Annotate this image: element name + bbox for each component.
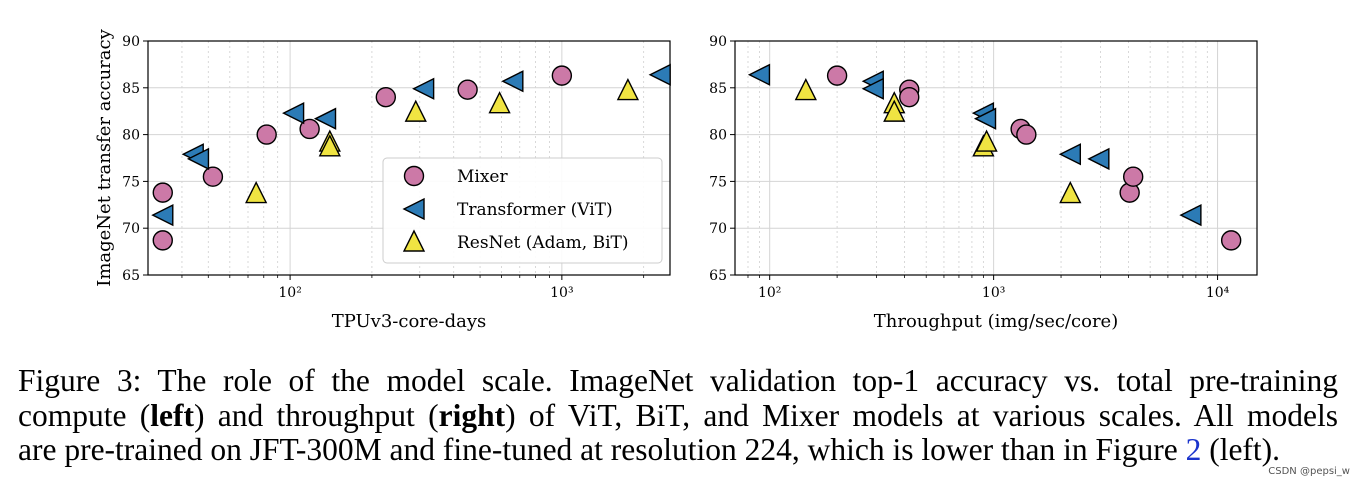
- caption-line-3: are pre-trained on JFT-300M and fine-tun…: [18, 432, 1338, 468]
- x-tick-label: 10³: [982, 285, 1005, 301]
- data-point-circle: [299, 118, 320, 140]
- x-axis-label: TPUv3-core-days: [332, 311, 487, 332]
- y-tick-label: 65: [709, 268, 727, 284]
- y-tick-label: 75: [709, 174, 727, 190]
- caption-bold-right: right: [438, 397, 506, 433]
- legend-label: Transformer (ViT): [457, 200, 613, 220]
- data-point-circle: [152, 230, 173, 251]
- data-point-triangle-up: [975, 129, 998, 152]
- data-point-circle: [457, 79, 478, 100]
- caption-line-1: Figure 3: The role of the model scale. I…: [18, 363, 1338, 398]
- data-point-triangle-left: [501, 70, 524, 93]
- data-point-triangle-left: [186, 147, 210, 171]
- data-point-triangle-up: [245, 181, 268, 204]
- y-tick-label: 85: [122, 81, 140, 97]
- data-point-circle: [256, 124, 277, 145]
- data-point-circle: [1220, 230, 1242, 251]
- data-point-triangle-left: [973, 107, 997, 130]
- data-point-triangle-up: [404, 99, 427, 122]
- legend: Mixer Transformer (ViT) ResNet (Adam, BiT): [382, 157, 663, 264]
- y-tick-label: 80: [122, 128, 140, 144]
- y-tick-label: 90: [709, 34, 727, 50]
- data-point-triangle-left: [747, 63, 771, 86]
- y-tick-label: 70: [709, 221, 727, 237]
- y-tick-label: 65: [122, 268, 140, 284]
- data-point-triangle-left: [282, 101, 305, 125]
- caption-text: compute (: [18, 397, 151, 433]
- data-point-triangle-left: [861, 77, 884, 100]
- data-point-circle: [152, 182, 173, 203]
- data-point-triangle-up: [318, 134, 341, 157]
- caption-text: ) of ViT, BiT, and Mixer models at vario…: [505, 397, 1338, 433]
- data-point-circle: [899, 86, 920, 108]
- y-tick-label: 70: [122, 221, 140, 237]
- x-tick-label: 10³: [550, 285, 573, 301]
- x-tick-label: 10⁴: [1206, 285, 1230, 301]
- data-point-circle: [375, 86, 397, 108]
- left-chart: 65 70 75 80 85 90 10² 10³ TPUv3-core-days ImageNe…: [94, 28, 671, 332]
- figure-caption: Figure 3: The role of the model scale. I…: [18, 363, 1338, 468]
- legend-label: ResNet (Adam, BiT): [457, 233, 629, 253]
- figure-2-link[interactable]: 2: [1185, 432, 1202, 467]
- data-point-circle: [551, 65, 573, 86]
- data-point-triangle-up: [488, 91, 511, 114]
- y-tick-label: 75: [122, 174, 140, 190]
- y-axis-label: ImageNet transfer accuracy: [94, 28, 115, 286]
- data-point-triangle-left: [648, 63, 671, 86]
- data-point-triangle-up: [1059, 181, 1082, 204]
- plot-frame: [734, 40, 1258, 276]
- y-tick-label: 80: [709, 128, 727, 144]
- data-point-triangle-left: [1087, 147, 1110, 171]
- figure-3-charts: 65 70 75 80 85 90 10² 10³ TPUv3-core-days ImageNe…: [94, 28, 1258, 332]
- data-point-circle: [1016, 124, 1037, 145]
- data-point-circle: [826, 65, 848, 86]
- right-chart: 65 70 75 80 85 90 10² 10³ 10⁴ Throughput (img/sec…: [709, 34, 1258, 332]
- data-point-triangle-left: [313, 107, 337, 130]
- data-point-triangle-up: [883, 99, 906, 122]
- legend-label: Mixer: [457, 167, 508, 187]
- watermark: CSDN @pepsi_w: [1268, 466, 1350, 477]
- data-point-triangle-left: [412, 77, 435, 100]
- data-point-circle: [202, 166, 224, 187]
- caption-line-2: compute (left) and throughput (right) of…: [18, 397, 1338, 434]
- data-point-triangle-left: [1179, 203, 1202, 227]
- legend-marker-triangle-left: [402, 197, 425, 221]
- x-axis-label: Throughput (img/sec/core): [874, 311, 1119, 332]
- plot-frame: [147, 40, 671, 276]
- y-tick-label: 85: [709, 81, 727, 97]
- data-point-triangle-up: [616, 78, 640, 101]
- legend-box: [382, 157, 663, 264]
- caption-bold-left: left: [150, 397, 194, 433]
- data-point-triangle-left: [1058, 143, 1082, 166]
- caption-text: are pre-trained on JFT-300M and fine-tun…: [18, 432, 1186, 467]
- x-tick-label: 10²: [758, 285, 781, 301]
- x-tick-label: 10²: [278, 285, 301, 301]
- data-point-triangle-left: [151, 203, 174, 227]
- caption-text: ) and throughput (: [193, 397, 439, 433]
- legend-marker-triangle-up: [402, 229, 426, 252]
- legend-marker-circle: [403, 165, 425, 187]
- data-point-circle: [1122, 166, 1144, 187]
- y-tick-label: 90: [122, 34, 140, 50]
- data-point-triangle-up: [794, 78, 817, 101]
- caption-text: (left).: [1201, 432, 1281, 467]
